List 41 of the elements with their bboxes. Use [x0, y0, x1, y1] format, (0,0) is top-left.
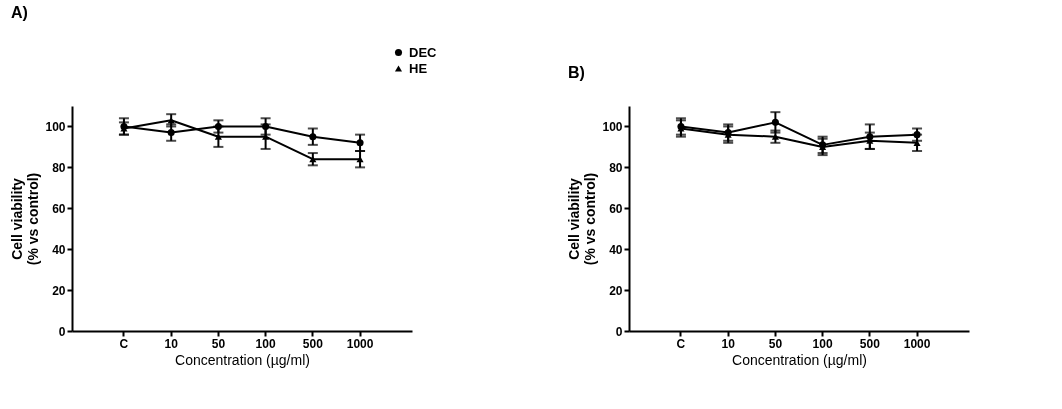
x-tick-label: 100	[812, 336, 833, 351]
y-tick-label: 60	[609, 201, 623, 216]
y-tick-label: 20	[609, 283, 623, 298]
x-tick-label: 10	[721, 336, 736, 351]
y-tick-label: 100	[602, 119, 623, 134]
point	[771, 133, 779, 140]
y-tick-label: 80	[52, 160, 66, 175]
x-tick-label: 500	[302, 336, 324, 351]
chart-title: B)	[567, 64, 585, 81]
x-axis-title: Concentration (µg/ml)	[732, 351, 867, 368]
y-tick-label: 100	[45, 119, 66, 134]
legend-label: DEC	[409, 44, 438, 60]
legend-label: HE	[409, 60, 428, 76]
chart-title: A)	[10, 4, 28, 21]
x-tick-label: 1000	[903, 336, 931, 351]
y-tick-label: 80	[609, 160, 623, 175]
point	[262, 122, 270, 130]
y-tick-label: 40	[609, 242, 623, 257]
x-tick-label: 500	[859, 336, 881, 351]
y-tick-label: 60	[52, 201, 66, 216]
point	[309, 156, 317, 163]
x-tick-label: 10	[164, 336, 179, 351]
x-tick-label: 50	[768, 336, 783, 351]
point	[866, 133, 874, 141]
y-axis-title: Cell viability (% vs control)	[566, 172, 599, 266]
point	[356, 139, 364, 147]
x-tick-label: 1000	[346, 336, 374, 351]
point	[771, 118, 779, 126]
point	[167, 129, 175, 137]
x-tick-label: C	[119, 336, 129, 351]
y-tick-label: 20	[52, 283, 66, 298]
x-tick-label: 50	[211, 336, 226, 351]
y-tick-label: 40	[52, 242, 66, 257]
x-tick-label: C	[676, 336, 686, 351]
y-tick-label: 0	[58, 324, 66, 339]
x-axis-title: Concentration (µg/ml)	[175, 351, 310, 368]
point	[214, 133, 222, 140]
y-axis-title: Cell viability (% vs control)	[9, 172, 42, 266]
x-tick-label: 100	[255, 336, 276, 351]
y-tick-label: 0	[615, 324, 623, 339]
point	[309, 133, 317, 141]
